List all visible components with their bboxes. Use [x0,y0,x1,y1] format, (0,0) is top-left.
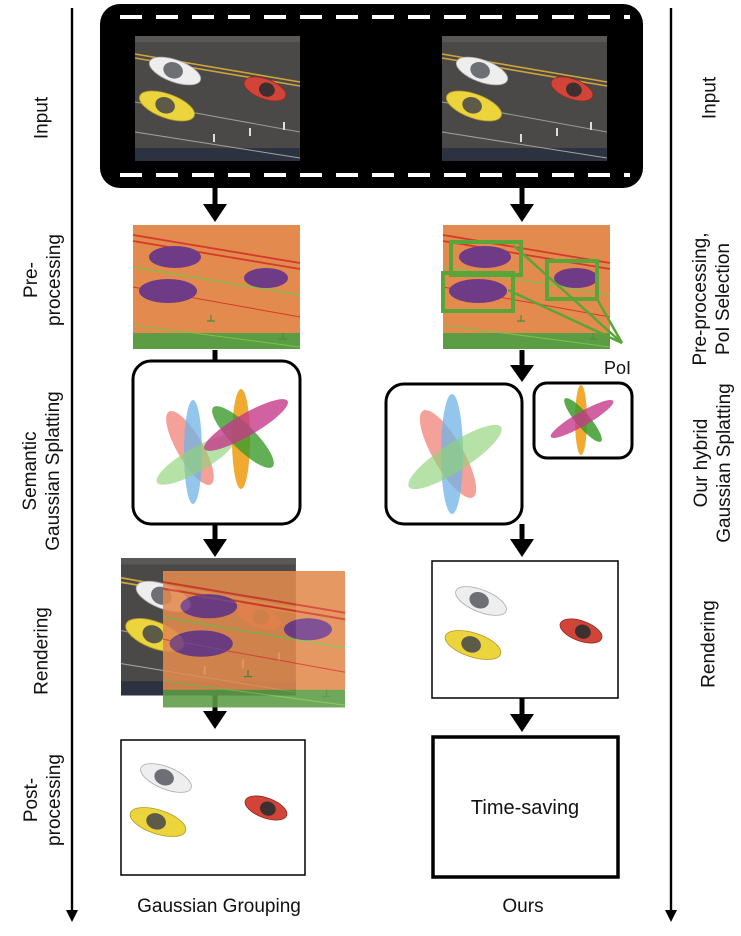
hybrid-gaussian-box-main [384,382,524,526]
input-image-left [134,35,301,162]
left-stage-preprocessing: Pre- processing [21,234,65,326]
left-stage-semantic-gs: Semantic Gaussian Splatting [20,391,64,551]
semantic-gaussian-box [131,359,302,526]
left-stage-postprocessing: Post- processing [21,754,65,846]
input-image-right [441,35,608,162]
caption-gaussian-grouping: Gaussian Grouping [137,896,301,917]
poi-pointer-lines [507,244,624,345]
preprocess-mask-left [132,224,301,350]
right-stage-hybrid-gs: Our hybrid Gaussian Splatting [691,383,735,543]
poi-label: PoI [604,358,632,378]
right-stage-rendering: Rendering [698,600,720,688]
caption-ours: Ours [502,896,544,917]
time-saving-label: Time-saving [470,797,580,819]
left-stage-rendering: Rendering [31,607,53,695]
input-film-strip [100,4,643,188]
rendering-left-stack [120,557,347,709]
rendering-right-output [431,560,619,699]
left-stage-input: Input [31,96,53,140]
time-saving-box [431,735,620,879]
postprocess-left-output [120,739,306,876]
right-stage-input: Input [699,76,721,120]
preprocess-mask-right [441,224,611,350]
right-stage-preprocessing: Pre-processing, PoI Selection [690,232,734,366]
hybrid-gaussian-box-poi [532,381,634,460]
